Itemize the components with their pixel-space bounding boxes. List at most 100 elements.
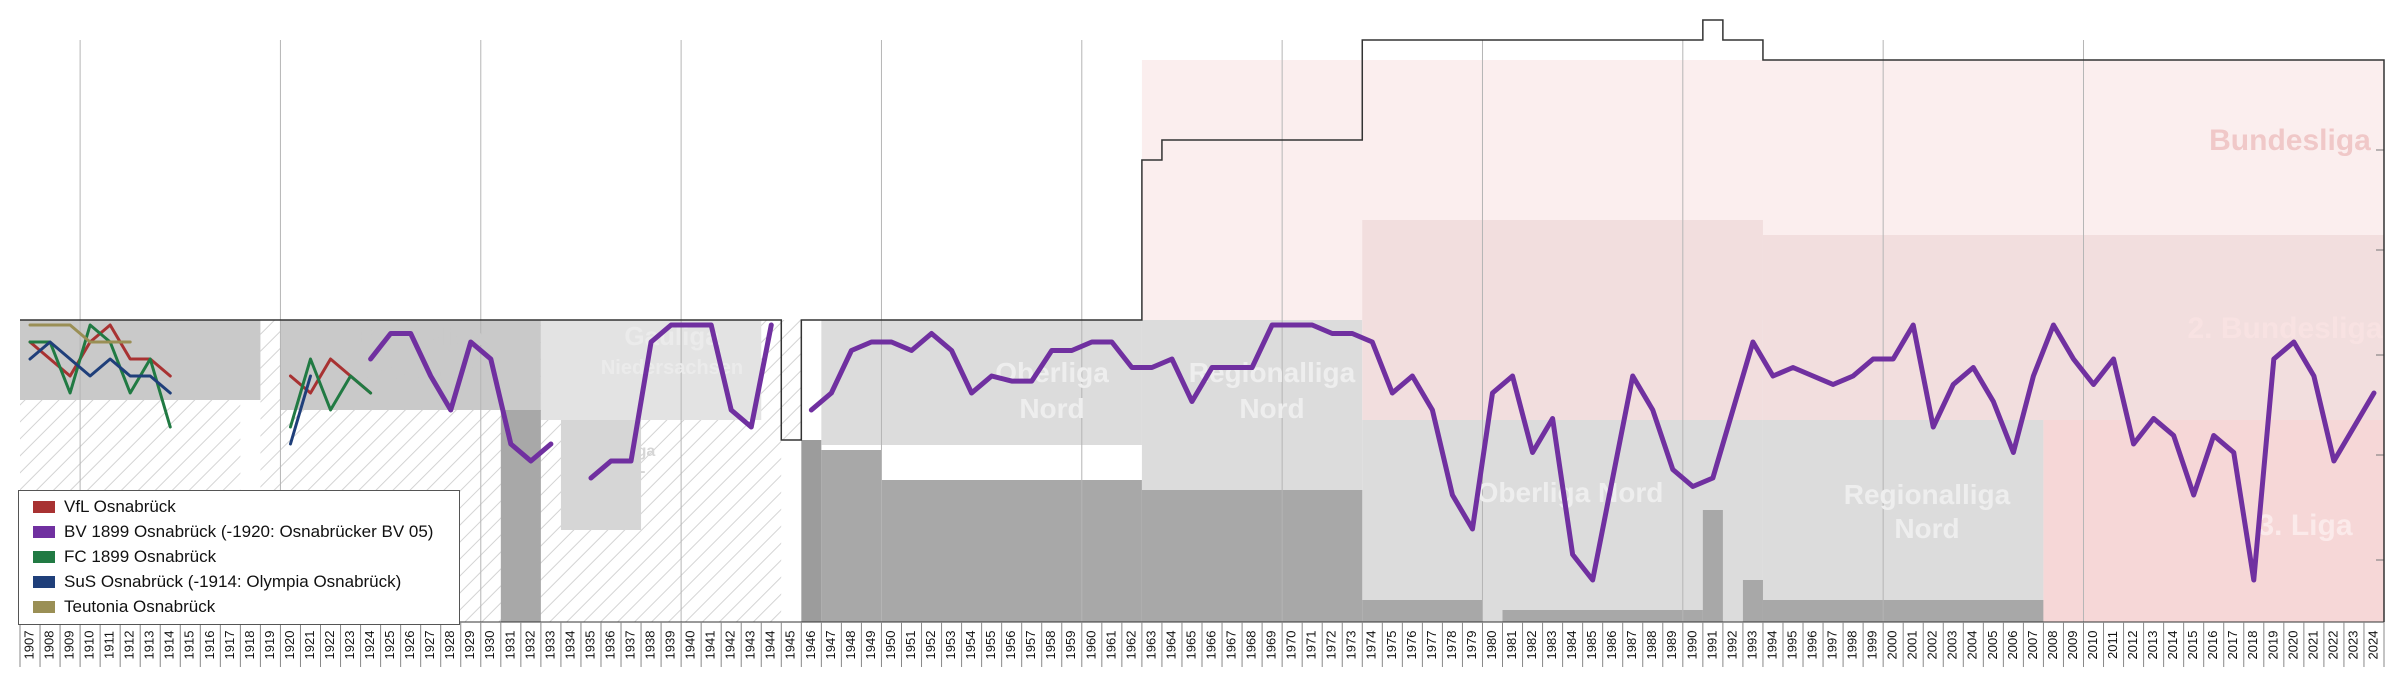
x-tick-label: 2001 — [1905, 631, 1920, 660]
x-tick-label: 2008 — [2045, 631, 2060, 660]
x-tick-label: 1911 — [102, 631, 117, 659]
x-tick-label: 1915 — [182, 631, 197, 660]
league-label: Regionalliga — [1189, 357, 1356, 388]
x-tick-label: 1944 — [763, 631, 778, 660]
x-tick-label: 1928 — [442, 631, 457, 660]
x-tick-label: 1969 — [1264, 631, 1279, 660]
x-tick-label: 1988 — [1644, 631, 1659, 660]
x-tick-label: 2012 — [2125, 631, 2140, 660]
x-tick-label: 1925 — [382, 631, 397, 660]
x-tick-label: 1918 — [242, 631, 257, 660]
x-tick-label: 1987 — [1624, 631, 1639, 660]
x-tick-label: 1995 — [1784, 631, 1799, 660]
x-tick-label: 1922 — [322, 631, 337, 660]
series-line — [368, 331, 554, 464]
x-tick-label: 1977 — [1424, 631, 1439, 660]
x-tick-label: 2000 — [1885, 631, 1900, 660]
x-tick-label: 1973 — [1344, 631, 1359, 660]
x-tick-label: 1920 — [282, 631, 297, 660]
x-tick-label: 1989 — [1664, 631, 1679, 660]
x-tick-label: 1955 — [983, 631, 998, 660]
x-tick-label: 1966 — [1203, 631, 1218, 660]
x-tick-label: 1930 — [482, 631, 497, 660]
legend-item: VfL Osnabrück — [33, 496, 176, 518]
x-tick-label: 1946 — [803, 631, 818, 660]
x-tick-label: 1975 — [1384, 631, 1399, 660]
league-label: Nord — [1239, 393, 1304, 424]
dritte-liga-band — [2043, 420, 2384, 622]
x-tick-label: 1926 — [402, 631, 417, 660]
x-tick-label: 1991 — [1704, 631, 1719, 660]
x-tick-label: 2016 — [2205, 631, 2220, 660]
x-tick-label: 1943 — [743, 631, 758, 660]
legend-item: SuS Osnabrück (-1914: Olympia Osnabrück) — [33, 571, 401, 593]
league-label: Bezirksliga — [357, 324, 484, 351]
x-tick-label: 1981 — [1504, 631, 1519, 660]
x-tick-label: 1934 — [562, 631, 577, 660]
legend-swatch — [33, 526, 55, 538]
x-tick-label: 1956 — [1003, 631, 1018, 660]
x-tick-label: 1970 — [1284, 631, 1299, 660]
x-tick-label: 2018 — [2245, 631, 2260, 660]
league-label: Nord — [1894, 513, 1959, 544]
legend: VfL Osnabrück BV 1899 Osnabrück (-1920: … — [18, 490, 460, 625]
zweite-bundesliga-band — [1362, 220, 1763, 420]
legend-swatch — [33, 551, 55, 563]
x-tick-label: 1983 — [1544, 631, 1559, 660]
series-line — [288, 374, 312, 446]
legend-swatch — [33, 576, 55, 588]
x-tick-label: 2003 — [1945, 631, 1960, 660]
x-tick-label: 1940 — [683, 631, 698, 660]
x-tick-label: 2005 — [1985, 631, 2000, 660]
x-tick-label: 1953 — [943, 631, 958, 660]
league-label: Nord — [1019, 393, 1084, 424]
legend-swatch — [33, 501, 55, 513]
x-tick-label: 2009 — [2065, 631, 2080, 660]
legend-swatch — [33, 601, 55, 613]
bundesliga-band — [1362, 60, 2384, 220]
league-label: Niedersachsen — [601, 357, 743, 379]
x-tick-label: 1954 — [963, 631, 978, 660]
legend-label: Teutonia Osnabrück — [64, 597, 216, 616]
series-line — [808, 322, 2377, 583]
legend-label: SuS Osnabrück (-1914: Olympia Osnabrück) — [64, 572, 402, 591]
x-tick-label: 1986 — [1604, 631, 1619, 660]
amateur-tier-band — [1502, 610, 1703, 622]
x-tick-label: 1929 — [462, 631, 477, 660]
x-tick-label: 1951 — [903, 631, 918, 660]
amateur-tier-band — [1141, 490, 1363, 622]
zweite-bundesliga-band — [1762, 235, 2384, 420]
x-tick-label: 1967 — [1223, 631, 1238, 660]
x-tick-label: 1917 — [222, 631, 237, 660]
x-tick-label: 1907 — [21, 631, 36, 660]
legend-item: BV 1899 Osnabrück (-1920: Osnabrücker BV… — [33, 521, 433, 543]
x-tick-label: 1999 — [1865, 631, 1880, 660]
x-tick-label: 1935 — [582, 631, 597, 660]
x-tick-label: 1927 — [422, 631, 437, 660]
amateur-tier-band — [881, 480, 1142, 622]
x-tick-label: 1960 — [1083, 631, 1098, 660]
x-tick-label: 1961 — [1103, 631, 1118, 660]
series-line — [588, 322, 774, 481]
x-tick-label: 1992 — [1724, 631, 1739, 660]
legend-item: FC 1899 Osnabrück — [33, 546, 216, 568]
x-tick-label: 1931 — [502, 631, 517, 660]
x-tick-label: 2010 — [2085, 631, 2100, 660]
x-tick-label: 1997 — [1825, 631, 1840, 660]
x-tick-label: 2024 — [2365, 631, 2380, 660]
league-label: Bundesliga — [2209, 124, 2371, 157]
x-tick-label: 1984 — [1564, 631, 1579, 660]
x-tick-label: 1950 — [883, 631, 898, 660]
amateur-tier-band — [1702, 510, 1723, 622]
legend-item: Teutonia Osnabrück — [33, 596, 215, 618]
x-tick-label: 1985 — [1584, 631, 1599, 660]
x-tick-label: 1947 — [823, 631, 838, 660]
regionalliga-nord-band — [1762, 420, 2044, 622]
x-tick-label: 1923 — [342, 631, 357, 660]
x-tick-label: 1972 — [1324, 631, 1339, 660]
regionalliga-nord-band — [1141, 320, 1363, 490]
amateur-tier-band — [821, 450, 882, 622]
gauliga-band — [540, 320, 762, 420]
